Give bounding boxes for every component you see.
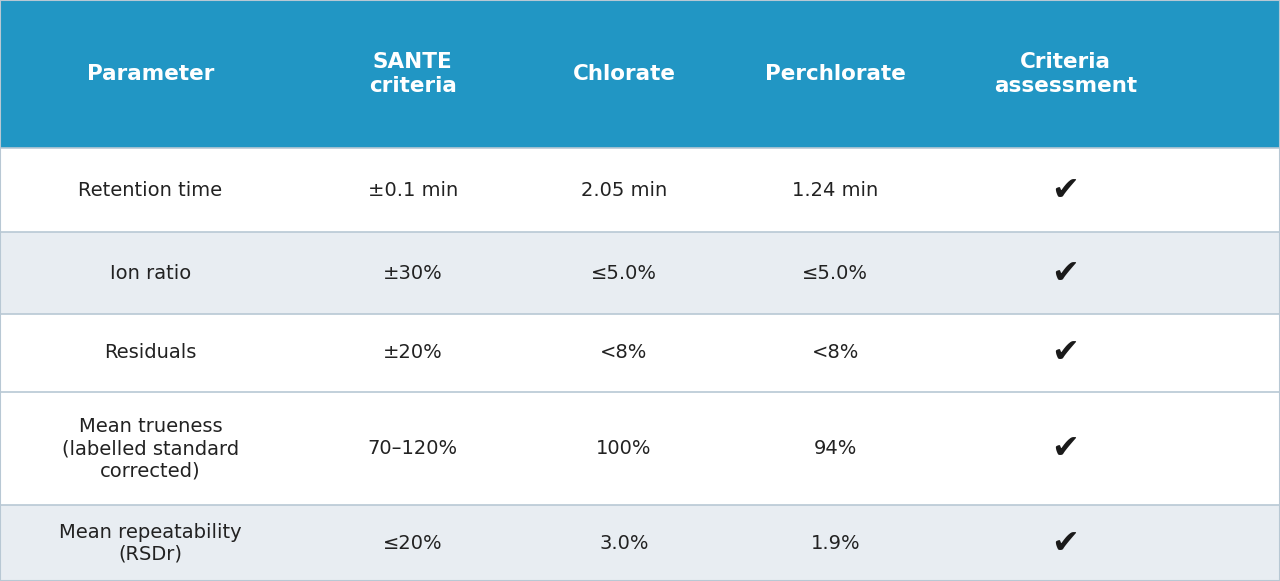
Text: ±30%: ±30% [383, 264, 443, 282]
Text: <8%: <8% [600, 343, 648, 363]
Text: Criteria
assessment: Criteria assessment [995, 52, 1137, 96]
FancyBboxPatch shape [0, 232, 1280, 314]
Text: 3.0%: 3.0% [599, 534, 649, 553]
Text: Residuals: Residuals [104, 343, 197, 363]
Text: ±20%: ±20% [383, 343, 443, 363]
Text: ✔: ✔ [1052, 527, 1079, 560]
Text: Parameter: Parameter [87, 64, 214, 84]
Text: 100%: 100% [596, 439, 652, 458]
Text: Perchlorate: Perchlorate [764, 64, 906, 84]
Text: 1.9%: 1.9% [810, 534, 860, 553]
Text: Mean repeatability
(RSDr): Mean repeatability (RSDr) [59, 523, 242, 564]
FancyBboxPatch shape [0, 314, 1280, 392]
Text: ≤5.0%: ≤5.0% [591, 264, 657, 282]
FancyBboxPatch shape [0, 0, 1280, 148]
Text: Ion ratio: Ion ratio [110, 264, 191, 282]
Text: 2.05 min: 2.05 min [581, 181, 667, 200]
Text: Retention time: Retention time [78, 181, 223, 200]
Text: ≤5.0%: ≤5.0% [803, 264, 868, 282]
Text: ✔: ✔ [1052, 174, 1079, 207]
Text: SANTE
criteria: SANTE criteria [369, 52, 457, 96]
Text: ✔: ✔ [1052, 336, 1079, 370]
Text: <8%: <8% [812, 343, 859, 363]
FancyBboxPatch shape [0, 148, 1280, 232]
Text: 94%: 94% [814, 439, 856, 458]
Text: ≤20%: ≤20% [383, 534, 443, 553]
Text: Chlorate: Chlorate [572, 64, 676, 84]
FancyBboxPatch shape [0, 505, 1280, 581]
Text: ✔: ✔ [1052, 432, 1079, 465]
Text: ±0.1 min: ±0.1 min [367, 181, 458, 200]
FancyBboxPatch shape [0, 392, 1280, 505]
Text: Mean trueness
(labelled standard
corrected): Mean trueness (labelled standard correct… [61, 417, 239, 480]
Text: 1.24 min: 1.24 min [792, 181, 878, 200]
Text: 70–120%: 70–120% [367, 439, 458, 458]
Text: ✔: ✔ [1052, 257, 1079, 289]
